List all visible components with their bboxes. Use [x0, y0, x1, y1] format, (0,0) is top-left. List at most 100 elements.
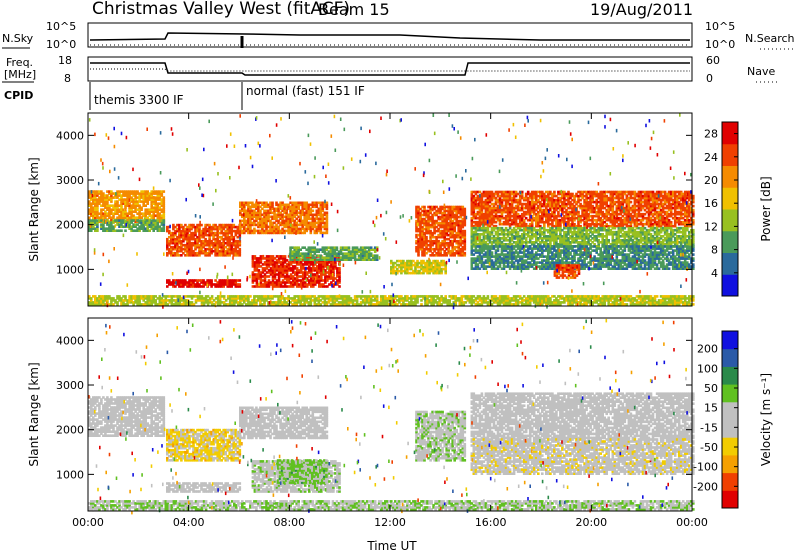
heatmap-cell — [100, 208, 103, 211]
heatmap-cell — [208, 235, 211, 239]
heatmap-cell — [186, 249, 189, 253]
heatmap-cell — [170, 241, 173, 245]
heatmap-cell — [245, 229, 248, 233]
heatmap-cell — [236, 251, 240, 255]
heatmap-cell — [285, 203, 288, 207]
heatmap-cell — [433, 221, 436, 225]
heatmap-cell — [303, 223, 306, 227]
heatmap-cell — [267, 271, 271, 274]
heatmap-cell — [271, 205, 274, 209]
heatmap-cell — [438, 267, 441, 271]
heatmap-cell — [307, 215, 311, 219]
heatmap-cell — [146, 227, 149, 230]
heatmap-cell — [224, 235, 227, 239]
heatmap-cell — [194, 231, 197, 235]
heatmap-cell — [305, 261, 309, 264]
heatmap-cell — [279, 269, 283, 272]
heatmap-cell — [267, 217, 270, 221]
heatmap-cell — [297, 258, 300, 261]
heatmap-cell — [277, 257, 281, 260]
heatmap-cell — [317, 217, 321, 221]
heatmap-cell — [257, 229, 260, 233]
heatmap-cell — [142, 225, 145, 228]
heatmap-cell — [322, 279, 325, 282]
heatmap-cell — [208, 237, 211, 241]
heatmap-cell — [289, 229, 292, 233]
heatmap-cell — [361, 256, 365, 259]
heatmap-cell — [90, 229, 93, 232]
heatmap-cell — [321, 248, 325, 251]
heatmap-cell — [318, 263, 321, 266]
heatmap-cell — [257, 259, 261, 262]
heatmap-cell — [251, 285, 255, 288]
heatmap-cell — [218, 239, 221, 243]
heatmap-cell — [271, 265, 275, 268]
heatmap-cell — [154, 206, 157, 209]
heatmap-cell — [439, 243, 442, 247]
heatmap-cell — [128, 221, 131, 224]
heatmap-cell — [415, 235, 418, 239]
heatmap-cell — [226, 243, 229, 247]
heatmap-cell — [301, 211, 304, 215]
heatmap-cell — [106, 223, 109, 226]
heatmap-cell — [357, 256, 361, 259]
heatmap-cell — [293, 201, 296, 205]
heatmap-cell — [176, 243, 179, 247]
heatmap-cell — [447, 217, 450, 221]
heatmap-band-3 — [166, 223, 242, 257]
heatmap-cell — [178, 227, 181, 231]
heatmap-cell — [324, 277, 327, 280]
heatmap-cell — [120, 229, 123, 232]
heatmap-cell — [441, 235, 444, 239]
heatmap-cell — [301, 203, 304, 207]
heatmap-cell — [336, 281, 339, 284]
heatmap-cell — [257, 275, 261, 278]
heatmap-cell — [100, 196, 103, 199]
heatmap-cell — [263, 219, 266, 223]
heatmap-cell — [259, 205, 262, 209]
heatmap-cell — [222, 243, 225, 247]
heatmap-cell — [430, 263, 433, 267]
heatmap-cell — [275, 223, 278, 227]
heatmap-cell — [118, 190, 121, 193]
heatmap-cell — [271, 255, 275, 258]
heatmap-cell — [259, 271, 263, 274]
heatmap-cell — [400, 265, 403, 269]
heatmap-cell — [180, 231, 183, 235]
heatmap-cell — [208, 223, 211, 227]
heatmap-cell — [415, 245, 418, 249]
heatmap-cell — [434, 261, 437, 265]
heatmap-cell — [443, 213, 446, 217]
heatmap-cell — [228, 241, 231, 245]
heatmap-cell — [245, 201, 248, 205]
heatmap-cell — [283, 265, 287, 268]
heatmap-cell — [172, 241, 175, 245]
heatmap-cell — [396, 263, 399, 267]
heatmap-cell — [343, 254, 347, 257]
heatmap-cell — [328, 273, 331, 276]
heatmap-cell — [138, 210, 141, 213]
heatmap-cell — [434, 267, 437, 271]
heatmap-cell — [186, 235, 189, 239]
heatmap-cell — [373, 248, 377, 251]
heatmap-cell — [255, 263, 259, 266]
heatmap-cell — [315, 225, 319, 229]
heatmap-cell — [156, 206, 160, 209]
heatmap-cell — [451, 239, 454, 243]
heatmap-cell — [190, 237, 193, 241]
heatmap-cell — [437, 239, 440, 243]
heatmap-cell — [311, 219, 315, 223]
heatmap-cell — [261, 231, 264, 235]
heatmap-cell — [321, 250, 325, 253]
heatmap-cell — [431, 233, 434, 237]
heatmap-cell — [435, 235, 438, 239]
heatmap-cell — [202, 245, 205, 249]
heatmap-cell — [265, 221, 268, 225]
heatmap-cell — [140, 225, 143, 228]
heatmap-cell — [439, 249, 442, 253]
heatmap-cell — [263, 221, 266, 225]
heatmap-cell — [322, 283, 325, 286]
heatmap-cell — [299, 219, 302, 223]
heatmap-cell — [297, 201, 300, 205]
heatmap-cell — [152, 200, 155, 203]
